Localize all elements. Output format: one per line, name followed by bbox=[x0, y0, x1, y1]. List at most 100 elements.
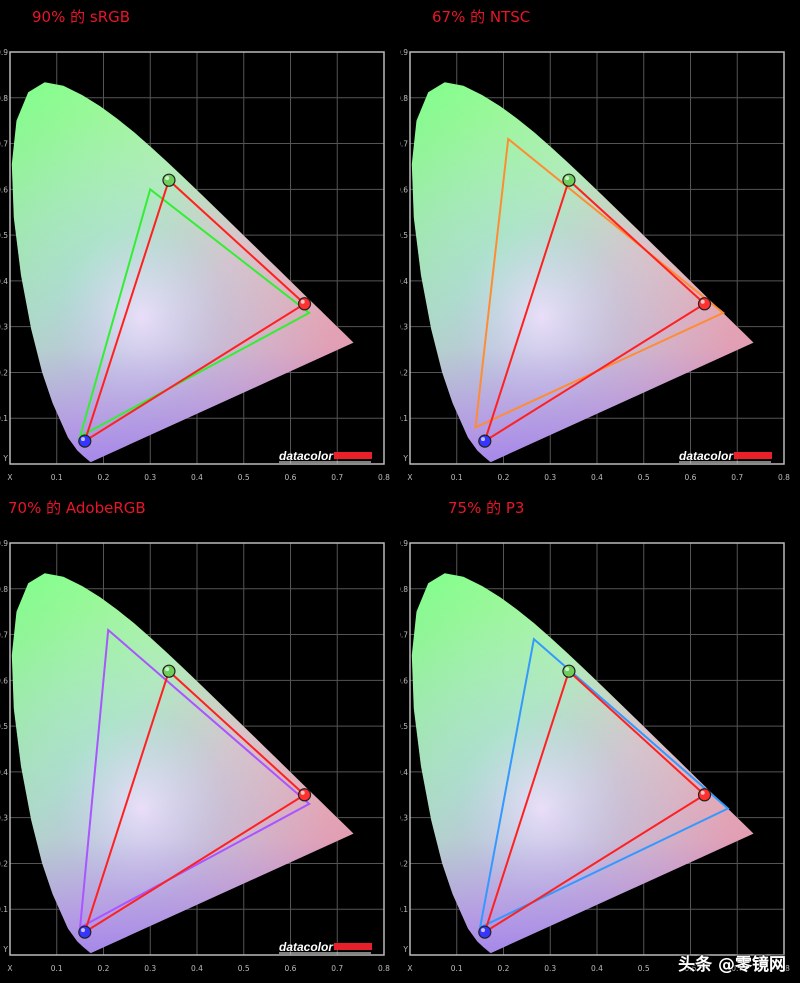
y-tick-label: 0.2 bbox=[400, 859, 408, 868]
primary-marker-highlight bbox=[300, 299, 305, 304]
primary-marker-highlight bbox=[481, 928, 485, 933]
y-tick-label: 0.7 bbox=[400, 140, 408, 149]
x-tick-label: 0.5 bbox=[638, 964, 650, 973]
chromaticity-plot: X 0.1 0.2 0.3 0.4 0.5 0.6 0.7 0.8 Y 0.1 0.2 0.3 0.4 0.… bbox=[0, 539, 390, 973]
spectral-locus bbox=[11, 82, 354, 462]
x-tick-label: X bbox=[7, 473, 12, 482]
measured-gamut-triangle bbox=[83, 178, 307, 444]
primary-marker bbox=[78, 925, 92, 939]
datacolor-logo-bar bbox=[734, 452, 772, 459]
primary-marker bbox=[562, 173, 576, 187]
chromaticity-plot: X 0.1 0.2 0.3 0.4 0.5 0.6 0.7 0.8 Y 0.1 0.2 0.3 0.4 0.… bbox=[400, 539, 790, 973]
chart-title: 67% 的 NTSC bbox=[432, 8, 531, 26]
reference-gamut-triangle bbox=[478, 637, 730, 930]
plot-frame bbox=[409, 542, 785, 956]
y-tick-label: 0.2 bbox=[0, 368, 8, 377]
y-tick-label: 0.5 bbox=[400, 722, 408, 731]
y-tick-label: 0.6 bbox=[0, 676, 8, 685]
y-tick-label: 0.7 bbox=[400, 631, 408, 640]
y-tick-label: 0.6 bbox=[400, 185, 408, 194]
y-tick-label: 0.8 bbox=[0, 585, 8, 594]
primary-marker bbox=[162, 173, 176, 187]
primary-marker bbox=[478, 925, 492, 939]
y-tick-label: 0.6 bbox=[400, 676, 408, 685]
measured-gamut-triangle bbox=[483, 669, 707, 935]
y-tick-label: 0.2 bbox=[400, 368, 408, 377]
primary-marker bbox=[162, 664, 176, 678]
x-tick-label: 0.7 bbox=[731, 473, 743, 482]
primary-marker bbox=[478, 434, 492, 448]
x-tick-label: 0.4 bbox=[191, 964, 203, 973]
y-tick-label: Y bbox=[2, 454, 8, 463]
x-tick-label: 0.6 bbox=[685, 964, 697, 973]
y-tick-label: 0.9 bbox=[0, 539, 8, 548]
primary-marker-highlight bbox=[81, 437, 85, 442]
x-tick-label: 0.5 bbox=[238, 473, 250, 482]
y-tick-label: 0.1 bbox=[0, 414, 8, 423]
y-tick-label: 0.4 bbox=[400, 768, 408, 777]
x-tick-label: 0.5 bbox=[238, 964, 250, 973]
y-tick-label: 0.7 bbox=[0, 140, 8, 149]
x-tick-label: X bbox=[7, 964, 12, 973]
y-tick-label: 0.2 bbox=[0, 859, 8, 868]
x-tick-label: X bbox=[407, 473, 412, 482]
y-tick-label: 0.9 bbox=[0, 48, 8, 57]
reference-gamut-triangle bbox=[78, 187, 312, 439]
x-tick-label: 0.8 bbox=[378, 964, 390, 973]
x-tick-label: 0.6 bbox=[685, 473, 697, 482]
y-tick-label: 0.5 bbox=[400, 231, 408, 240]
y-tick-label: 0.3 bbox=[0, 814, 8, 823]
spectral-locus bbox=[411, 573, 754, 953]
chart-panel: 67% 的 NTSC X 0.1 0.2 0.3 0.4 0.5 0.6 0.7 0.8 Y 0.1 0… bbox=[400, 0, 800, 491]
x-tick-label: 0.4 bbox=[191, 473, 203, 482]
y-tick-label: 0.8 bbox=[400, 585, 408, 594]
measured-gamut-triangle bbox=[483, 178, 707, 444]
y-tick-label: 0.8 bbox=[400, 94, 408, 103]
primary-marker-highlight bbox=[700, 299, 705, 304]
x-tick-label: 0.6 bbox=[285, 473, 297, 482]
x-tick-label: 0.8 bbox=[378, 473, 390, 482]
datacolor-logo: datacolor bbox=[279, 940, 334, 954]
spectral-locus bbox=[11, 573, 354, 953]
y-tick-label: 0.4 bbox=[0, 277, 8, 286]
primary-marker bbox=[562, 664, 576, 678]
x-tick-label: 0.1 bbox=[451, 964, 463, 973]
y-tick-label: 0.9 bbox=[400, 48, 408, 57]
chromaticity-plot: X 0.1 0.2 0.3 0.4 0.5 0.6 0.7 0.8 Y 0.1 0.2 0.3 0.4 0.… bbox=[0, 48, 390, 482]
primary-marker bbox=[297, 788, 312, 802]
chart-title: 90% 的 sRGB bbox=[32, 8, 131, 26]
primary-marker bbox=[697, 297, 712, 311]
measured-gamut-triangle bbox=[83, 669, 307, 935]
x-tick-label: 0.1 bbox=[51, 473, 63, 482]
x-tick-label: 0.4 bbox=[591, 473, 603, 482]
y-tick-label: 0.3 bbox=[400, 323, 408, 332]
y-tick-label: 0.8 bbox=[0, 94, 8, 103]
reference-gamut-triangle bbox=[78, 627, 311, 930]
datacolor-logo-bar bbox=[334, 943, 372, 950]
chart-title: 70% 的 AdobeRGB bbox=[8, 499, 146, 517]
datacolor-logo: datacolor bbox=[679, 449, 734, 463]
primary-marker-highlight bbox=[165, 176, 170, 181]
plot-frame bbox=[9, 542, 385, 956]
spectral-locus bbox=[411, 82, 754, 462]
chart-title: 75% 的 P3 bbox=[448, 499, 525, 517]
x-tick-label: 0.3 bbox=[144, 964, 156, 973]
datacolor-logo-bar bbox=[334, 452, 372, 459]
y-tick-label: 0.3 bbox=[400, 814, 408, 823]
y-tick-label: 0.3 bbox=[0, 323, 8, 332]
x-tick-label: 0.8 bbox=[778, 964, 790, 973]
y-tick-label: 0.1 bbox=[400, 414, 408, 423]
x-tick-label: 0.3 bbox=[144, 473, 156, 482]
y-tick-label: Y bbox=[402, 454, 408, 463]
chart-panel: 75% 的 P3 X 0.1 0.2 0.3 0.4 0.5 0.6 0.7 0.8 Y 0.1 0.2… bbox=[400, 491, 800, 982]
x-tick-label: 0.3 bbox=[544, 964, 556, 973]
y-tick-label: 0.9 bbox=[400, 539, 408, 548]
primary-marker-highlight bbox=[565, 176, 570, 181]
x-tick-label: 0.3 bbox=[544, 473, 556, 482]
chromaticity-plot: X 0.1 0.2 0.3 0.4 0.5 0.6 0.7 0.8 Y 0.1 0.2 0.3 0.4 0.… bbox=[400, 48, 790, 482]
y-tick-label: 0.6 bbox=[0, 185, 8, 194]
x-tick-label: 0.2 bbox=[98, 964, 110, 973]
primary-marker-highlight bbox=[81, 928, 85, 933]
y-tick-label: 0.5 bbox=[0, 231, 8, 240]
